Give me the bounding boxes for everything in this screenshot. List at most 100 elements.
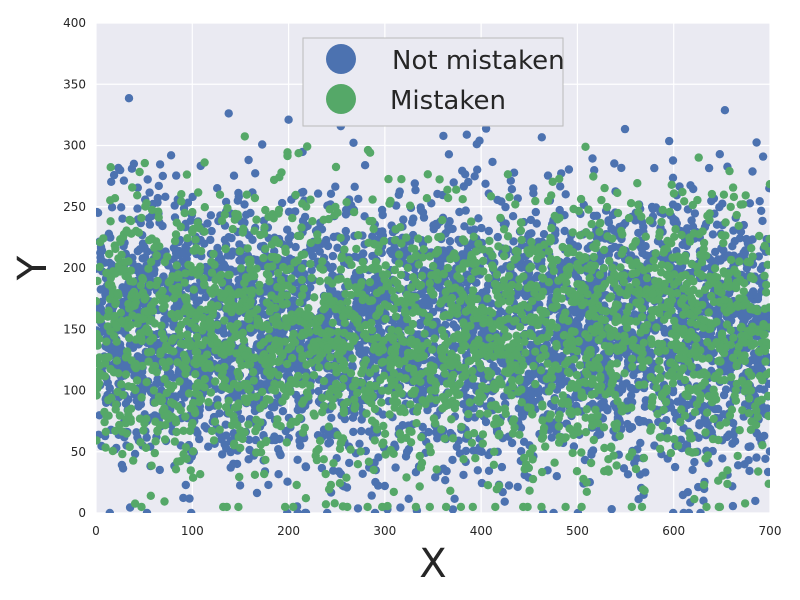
point-mistaken [402,290,412,299]
point-mistaken [517,235,526,245]
point-not-mistaken [719,390,729,400]
point-mistaken [172,261,181,270]
point-not-mistaken [107,177,116,186]
point-not-mistaken [758,152,768,161]
point-mistaken [628,362,637,371]
point-not-mistaken [342,483,352,492]
point-not-mistaken [564,165,574,174]
point-mistaken [733,451,742,461]
point-not-mistaken [445,237,455,246]
point-mistaken [543,196,553,205]
point-mistaken [291,190,300,200]
point-not-mistaken [348,361,357,370]
point-not-mistaken [213,243,222,253]
point-not-mistaken [752,138,761,147]
point-not-mistaken [683,488,692,497]
point-not-mistaken [720,106,730,115]
point-not-mistaken [452,442,461,451]
point-not-mistaken [419,213,429,222]
point-mistaken [340,245,349,254]
point-not-mistaken [396,503,405,512]
point-not-mistaken [117,203,126,212]
point-mistaken [422,194,432,203]
point-not-mistaken [265,410,274,420]
point-mistaken [308,217,317,226]
point-not-mistaken [760,431,769,441]
point-not-mistaken [200,422,209,431]
point-not-mistaken [461,206,470,215]
point-not-mistaken [359,249,368,258]
point-not-mistaken [532,219,541,228]
point-not-mistaken [484,466,494,475]
point-not-mistaken [761,454,770,463]
point-not-mistaken [765,447,770,456]
point-mistaken [634,200,643,209]
point-not-mistaken [609,226,618,235]
point-not-mistaken [181,480,190,490]
point-not-mistaken [724,430,734,439]
point-mistaken [336,233,345,243]
point-mistaken [297,275,307,285]
point-mistaken [572,370,582,380]
point-not-mistaken [738,309,748,319]
point-not-mistaken [206,211,216,220]
point-mistaken [435,175,444,184]
point-not-mistaken [712,220,722,229]
point-not-mistaken [520,470,529,480]
point-not-mistaken [134,402,143,411]
point-not-mistaken [416,318,425,328]
point-mistaken [577,448,586,457]
point-mistaken [581,142,590,151]
point-not-mistaken [715,203,724,212]
point-mistaken [582,405,591,414]
point-not-mistaken [136,265,145,275]
point-not-mistaken [132,428,141,437]
point-mistaken [297,264,306,273]
point-mistaken [367,416,377,425]
point-not-mistaken [757,206,766,215]
point-not-mistaken [537,133,546,142]
point-not-mistaken [527,229,536,238]
point-mistaken [261,244,270,253]
point-mistaken [735,426,744,435]
point-not-mistaken [610,159,619,168]
point-not-mistaken [549,508,558,513]
point-not-mistaken [120,362,130,371]
point-mistaken [747,244,756,253]
point-not-mistaken [560,226,569,236]
point-not-mistaken [275,434,284,444]
point-not-mistaken [204,442,213,451]
point-not-mistaken [679,508,688,513]
point-not-mistaken [758,216,767,226]
point-mistaken [244,420,253,429]
point-not-mistaken [477,223,486,233]
point-not-mistaken [138,239,148,248]
point-mistaken [577,391,586,401]
point-not-mistaken [598,400,607,409]
point-not-mistaken [278,407,288,416]
point-mistaken [633,179,642,188]
point-not-mistaken [748,167,757,176]
point-mistaken [612,461,621,470]
point-not-mistaken [244,455,253,464]
point-not-mistaken [121,399,131,408]
point-not-mistaken [459,400,468,409]
point-not-mistaken [357,426,366,436]
point-not-mistaken [462,130,471,139]
point-mistaken [651,249,660,258]
point-not-mistaken [395,187,404,196]
point-not-mistaken [474,214,483,223]
point-mistaken [266,371,275,380]
point-mistaken [719,238,728,248]
point-not-mistaken [418,422,427,432]
point-not-mistaken [118,214,127,223]
point-not-mistaken [650,163,659,173]
point-mistaken [394,250,404,259]
point-mistaken [138,275,148,284]
point-mistaken [617,249,626,258]
point-not-mistaken [688,465,697,475]
point-not-mistaken [166,151,176,160]
point-mistaken [420,329,429,338]
point-not-mistaken [291,242,300,252]
point-mistaken [572,467,582,476]
